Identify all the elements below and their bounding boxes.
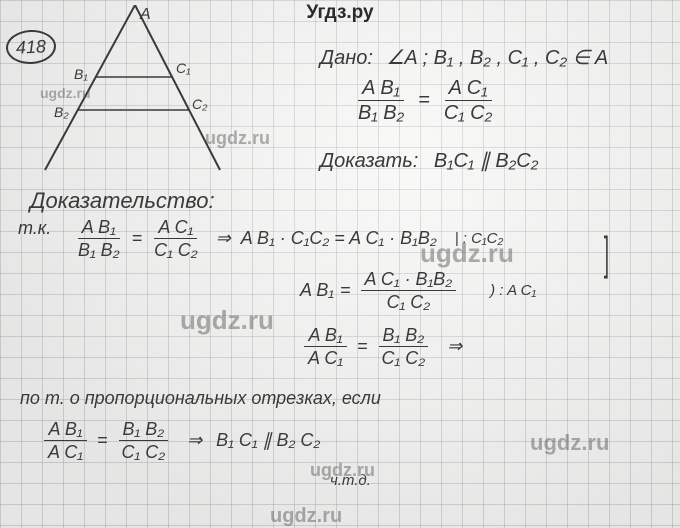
point-c1-label: C₁ bbox=[176, 60, 191, 76]
watermark-text: ugdz.ru bbox=[310, 460, 375, 481]
point-b2-label: B₂ bbox=[54, 104, 69, 120]
proof-line2: A B₁ = A C₁ · B₁B₂ C₁ C₂ ) : A C₁ bbox=[300, 270, 536, 311]
point-b1-label: B₁ bbox=[74, 66, 88, 82]
proof-title: Доказательство: bbox=[30, 188, 215, 214]
proof-since: т.к. bbox=[18, 218, 51, 239]
proof-line5: A B₁ A C₁ = B₁ B₂ C₁ C₂ ⇒ B₁ C₁ ∥ B₂ C₂ bbox=[40, 420, 320, 461]
watermark-text: ugdz.ru bbox=[40, 85, 91, 101]
given-ratio: A B₁ B₁ B₂ = A C₁ C₁ C₂ bbox=[350, 78, 500, 123]
watermark-text: ugdz.ru bbox=[530, 430, 609, 456]
prove-line: Доказать: B₁C₁ ∥ B₂C₂ bbox=[320, 148, 538, 173]
watermark-text: ugdz.ru bbox=[205, 128, 270, 149]
proof-line4: по т. о пропорциональных отрезках, если bbox=[20, 388, 381, 409]
watermark-text: ugdz.ru bbox=[420, 238, 514, 269]
watermark-text: ugdz.ru bbox=[180, 305, 274, 336]
vertex-a-label: A bbox=[139, 6, 151, 23]
given-frac2: A C₁ C₁ C₂ bbox=[440, 78, 496, 123]
given-title: Дано: ∠A ; B₁ , B₂ , C₁ , C₂ ∈ A bbox=[320, 45, 608, 70]
proof-line3: A B₁ A C₁ = B₁ B₂ C₁ C₂ ⇒ bbox=[300, 326, 462, 367]
brace-icon: ] bbox=[604, 226, 609, 280]
point-c2-label: C₂ bbox=[192, 96, 208, 112]
given-line1: ∠A ; B₁ , B₂ , C₁ , C₂ ∈ A bbox=[386, 47, 608, 69]
given-frac1: A B₁ B₁ B₂ bbox=[354, 78, 408, 123]
watermark-text: ugdz.ru bbox=[270, 505, 342, 528]
